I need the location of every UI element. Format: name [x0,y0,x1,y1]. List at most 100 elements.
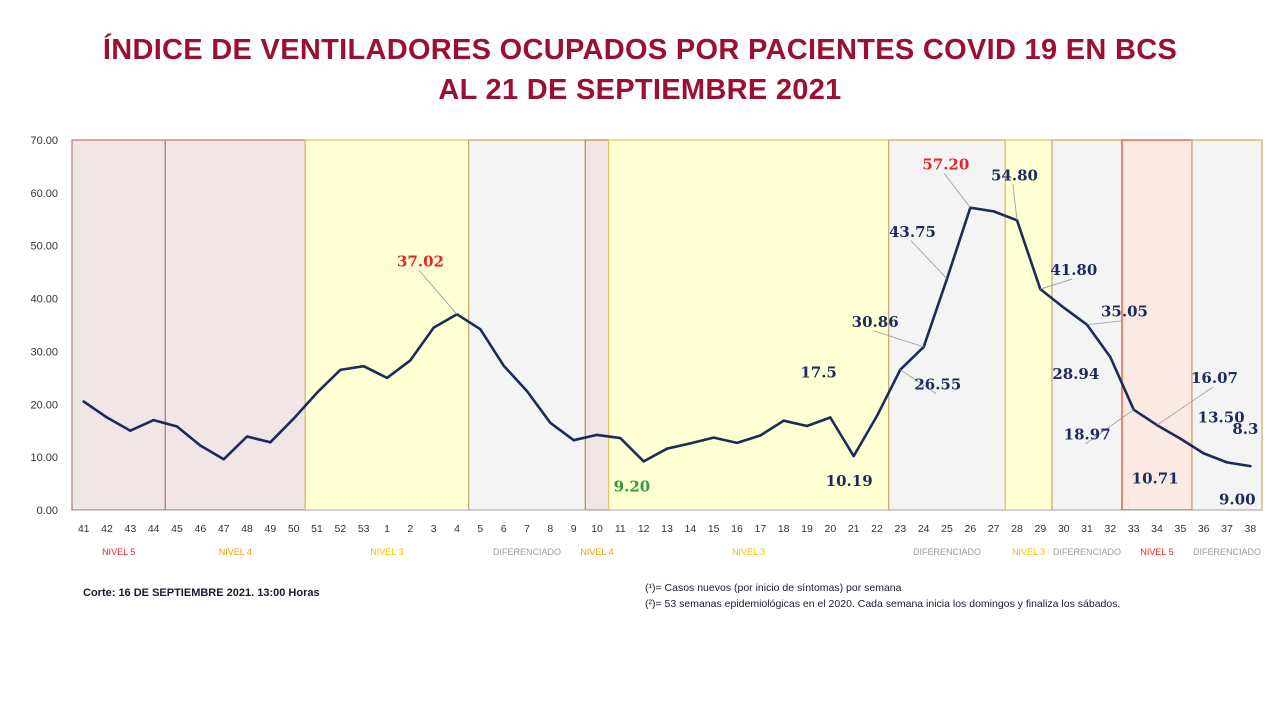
data-label: 28.94 [1052,365,1099,383]
x-tick-label: 24 [918,523,930,535]
annotation-leader [1086,320,1124,326]
data-point [315,391,319,394]
x-tick-label: 26 [964,523,976,535]
x-tick-label: 35 [1174,523,1186,535]
data-point [82,400,85,403]
x-tick-label: 10 [591,523,603,535]
x-tick-label: 13 [661,523,673,535]
data-label: 9.00 [1219,490,1256,508]
data-point [502,364,505,367]
x-tick-label: 9 [571,523,577,535]
data-point [1202,452,1205,455]
data-label: 26.55 [914,376,961,394]
data-label: 43.75 [889,223,936,241]
chart-title-line-1: ÍNDICE DE VENTILADORES OCUPADOS POR PACI… [102,34,1178,66]
data-point [689,442,692,445]
data-label: 37.02 [397,252,444,270]
data-point [269,441,272,444]
x-tick-label: 51 [311,523,323,535]
phase-label-5: NIVEL 4 [580,547,613,557]
phase-band-6 [608,139,890,511]
annotation-leader [1012,184,1018,221]
x-tick-label: 22 [871,523,883,535]
phase-band-4 [468,139,586,511]
data-point [385,376,389,380]
cutoff-note: Corte: 16 DE SEPTIEMBRE 2021. 13:00 Hora… [83,587,320,599]
phase-label-11: DIFERENCIADO [1193,547,1261,557]
data-label: 35.05 [1101,303,1148,321]
data-point [199,444,202,447]
x-tick-label: 47 [218,523,230,535]
x-tick-label: 20 [824,523,836,535]
y-tick-label: 50.00 [30,241,58,253]
data-point [1249,464,1252,468]
annotation-leader [1040,278,1073,290]
x-tick-label: 52 [334,523,346,535]
y-tick-label: 0.00 [37,505,58,517]
data-point [479,328,482,331]
x-tick-label: 46 [194,523,206,535]
phase-band-7 [888,139,1006,511]
data-point [1179,437,1182,440]
data-point [759,434,762,437]
data-point [852,454,855,458]
x-tick-label: 1 [384,523,390,535]
phase-label-6: NIVEL 3 [732,547,765,557]
x-tick-label: 18 [778,523,790,535]
phase-band-10 [1121,139,1193,511]
phase-band-3 [304,139,470,511]
data-point [129,429,132,432]
x-tick-label: 4 [454,523,460,535]
x-tick-label: 23 [894,523,906,535]
x-tick-label: 37 [1221,523,1233,535]
data-point [362,365,365,368]
phase-label-8: NIVEL 3 [1012,547,1045,557]
phase-label-4: DIFERENCIADO [493,547,561,557]
data-point [712,436,715,439]
annotation-leader [873,330,924,348]
x-tick-label: 45 [171,523,183,535]
phase-band-5 [584,139,610,511]
data-label: 41.80 [1050,261,1097,279]
annotation-leader [910,240,948,280]
data-label: 16.07 [1191,369,1238,387]
x-tick-label: 11 [615,523,626,535]
annotation-leader [418,270,458,315]
phase-label-7: DIFERENCIADO [913,547,981,557]
data-label: 18.97 [1064,426,1111,444]
data-point [222,458,225,461]
data-label: 13.50 [1198,409,1245,427]
x-tick-label: 28 [1011,523,1023,535]
x-tick-label: 49 [264,523,276,535]
data-point [782,419,785,422]
x-tick-label: 30 [1058,523,1070,535]
x-tick-label: 14 [684,523,696,535]
data-point [175,425,179,428]
data-point [292,417,295,420]
x-tick-label: 34 [1151,523,1163,535]
chart-title-line-2: AL 21 DE SEPTIEMBRE 2021 [438,74,842,106]
x-tick-label: 32 [1104,523,1116,535]
x-tick-label: 2 [407,523,413,535]
data-point [735,441,739,445]
data-point [829,416,832,419]
data-point [1109,355,1112,359]
data-label: 57.20 [922,156,969,174]
x-tick-label: 43 [124,523,136,535]
x-tick-label: 17 [754,523,766,535]
annotation-leader [1156,386,1214,426]
data-point [339,368,342,372]
x-tick-label: 8 [547,523,553,535]
x-tick-label: 15 [708,523,720,535]
data-label: 54.80 [991,166,1038,184]
x-tick-label: 48 [241,523,253,535]
x-tick-label: 16 [731,523,743,535]
footnote-1: (¹)= Casos nuevos (por inicio de síntoma… [645,582,902,594]
annotation-leader [1085,409,1134,445]
phase-label-2: NIVEL 4 [219,547,252,557]
y-tick-label: 40.00 [30,294,58,306]
phase-label-3: NIVEL 3 [370,547,403,557]
data-point [875,414,879,418]
phase-label-10: NIVEL 5 [1140,547,1173,557]
x-tick-label: 12 [638,523,650,535]
